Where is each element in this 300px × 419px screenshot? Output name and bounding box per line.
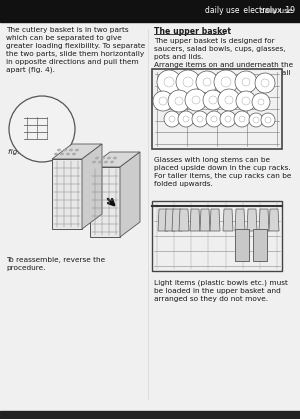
- Circle shape: [236, 91, 256, 111]
- Ellipse shape: [55, 153, 58, 155]
- Ellipse shape: [58, 149, 61, 151]
- Circle shape: [234, 111, 250, 127]
- Ellipse shape: [61, 153, 64, 155]
- Ellipse shape: [67, 153, 70, 155]
- Circle shape: [153, 91, 173, 111]
- Circle shape: [235, 71, 257, 93]
- Polygon shape: [200, 209, 210, 231]
- Polygon shape: [165, 209, 175, 231]
- FancyBboxPatch shape: [152, 201, 282, 271]
- Text: The upper basket is designed for
saucers, salad bowls, cups, glasses,
pots and l: The upper basket is designed for saucers…: [154, 38, 293, 84]
- Ellipse shape: [95, 157, 98, 159]
- Text: To reassemble, reverse the
procedure.: To reassemble, reverse the procedure.: [6, 257, 105, 271]
- Text: Glasses with long stems can be
placed upside down in the cup racks.
For taller i: Glasses with long stems can be placed up…: [154, 157, 291, 187]
- Text: The cutlery basket is in two parts
which can be separated to give
greater loadin: The cutlery basket is in two parts which…: [6, 27, 145, 73]
- Circle shape: [206, 111, 222, 127]
- Polygon shape: [190, 209, 200, 231]
- Circle shape: [192, 111, 208, 127]
- Circle shape: [218, 89, 240, 111]
- Circle shape: [214, 70, 238, 94]
- Polygon shape: [158, 209, 168, 231]
- Ellipse shape: [64, 149, 67, 151]
- FancyBboxPatch shape: [152, 69, 282, 149]
- Circle shape: [157, 70, 181, 94]
- Circle shape: [168, 90, 190, 112]
- Polygon shape: [269, 209, 279, 231]
- Circle shape: [178, 111, 194, 127]
- Ellipse shape: [113, 157, 116, 159]
- Text: daily use  electrolux  19: daily use electrolux 19: [205, 7, 295, 16]
- Circle shape: [249, 113, 263, 127]
- Ellipse shape: [104, 161, 107, 163]
- Polygon shape: [120, 152, 140, 237]
- Circle shape: [9, 96, 75, 162]
- Ellipse shape: [98, 161, 101, 163]
- Polygon shape: [172, 209, 182, 231]
- Ellipse shape: [110, 161, 113, 163]
- Circle shape: [220, 111, 236, 127]
- Bar: [52, 159, 82, 229]
- Circle shape: [176, 70, 200, 94]
- Polygon shape: [82, 144, 102, 229]
- Text: daily use: daily use: [260, 8, 295, 14]
- Polygon shape: [235, 209, 245, 231]
- Polygon shape: [52, 144, 102, 159]
- Circle shape: [252, 93, 270, 111]
- Text: fig. 4: fig. 4: [8, 149, 27, 155]
- Ellipse shape: [107, 157, 110, 159]
- Text: The upper basket: The upper basket: [154, 27, 231, 36]
- Ellipse shape: [76, 149, 79, 151]
- Ellipse shape: [101, 157, 104, 159]
- Polygon shape: [179, 209, 189, 231]
- Circle shape: [203, 90, 223, 110]
- Polygon shape: [259, 209, 269, 231]
- Circle shape: [185, 89, 207, 111]
- Polygon shape: [247, 209, 257, 231]
- Ellipse shape: [70, 149, 73, 151]
- Bar: [235, 229, 249, 261]
- Polygon shape: [210, 209, 220, 231]
- Polygon shape: [90, 152, 140, 167]
- Bar: [90, 167, 120, 237]
- Circle shape: [164, 111, 180, 127]
- Text: Light items (plastic bowls etc.) must
be loaded in the upper basket and
arranged: Light items (plastic bowls etc.) must be…: [154, 279, 288, 302]
- Circle shape: [261, 113, 275, 127]
- Circle shape: [196, 71, 218, 93]
- Polygon shape: [223, 209, 233, 231]
- Ellipse shape: [92, 161, 95, 163]
- Bar: [253, 229, 267, 261]
- Bar: [0, 0, 300, 22]
- Circle shape: [255, 73, 275, 93]
- Bar: [0, 411, 300, 419]
- Ellipse shape: [73, 153, 76, 155]
